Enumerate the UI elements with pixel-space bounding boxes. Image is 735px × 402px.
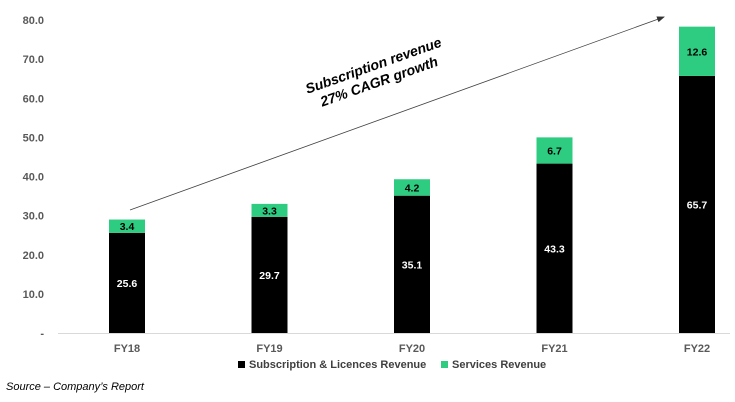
y-tick-label: 10.0	[23, 289, 44, 301]
legend-swatch-subscription	[238, 361, 245, 368]
x-tick-label: FY20	[399, 343, 425, 355]
y-tick-label: 60.0	[23, 93, 44, 105]
bar-fy19-subscription	[251, 216, 288, 333]
data-label: 35.1	[402, 259, 423, 271]
data-label: 43.3	[544, 243, 565, 255]
data-label: 6.7	[547, 145, 562, 157]
legend-label-services: Services Revenue	[452, 359, 546, 371]
bar-fy20-subscription	[394, 195, 430, 333]
y-tick-label: 30.0	[23, 211, 44, 223]
y-axis: - 10.0 20.0 30.0 40.0 50.0 60.0 70.0 80.0	[23, 15, 45, 340]
bar-fy22-services	[679, 26, 715, 76]
data-label: 65.7	[687, 199, 708, 211]
bar-fy21-subscription	[536, 163, 573, 333]
data-label: 29.7	[259, 270, 280, 282]
bar-fy22-subscription	[679, 75, 715, 333]
y-tick-label: 40.0	[23, 172, 44, 184]
data-label: 12.6	[687, 46, 708, 58]
bar-fy18-services	[109, 219, 145, 233]
source-note: Source – Company’s Report	[6, 381, 144, 393]
y-tick-label: 70.0	[23, 54, 44, 66]
x-tick-label: FY21	[541, 343, 567, 355]
data-label: 25.6	[117, 278, 138, 290]
y-tick-label: -	[40, 328, 44, 340]
y-tick-label: 50.0	[23, 132, 44, 144]
bar-fy18-subscription	[109, 232, 145, 333]
data-label: 3.3	[262, 205, 277, 217]
y-tick-label: 20.0	[23, 250, 44, 262]
legend-swatch-services	[441, 361, 448, 368]
data-label: 4.2	[405, 182, 420, 194]
legend: Subscription & Licences Revenue Services …	[238, 359, 546, 371]
y-tick-label: 80.0	[23, 15, 44, 27]
bar-fy21-services	[536, 137, 573, 164]
x-tick-label: FY19	[256, 343, 282, 355]
trend-arrow	[129, 16, 665, 211]
data-label: 3.4	[120, 221, 135, 233]
bar-series: 25.6 3.4 29.7 3.3 35.1 4.2 43.3 6.7 65.7 12.6	[109, 26, 715, 333]
x-axis: FY18 FY19 FY20 FY21 FY22	[114, 343, 710, 355]
legend-label-subscription: Subscription & Licences Revenue	[249, 359, 426, 371]
cagr-annotation: Subscription revenue 27% CAGR growth	[303, 34, 443, 110]
bar-fy19-services	[251, 203, 288, 217]
x-tick-label: FY18	[114, 343, 140, 355]
x-tick-label: FY22	[684, 343, 710, 355]
bar-fy20-services	[394, 179, 430, 196]
